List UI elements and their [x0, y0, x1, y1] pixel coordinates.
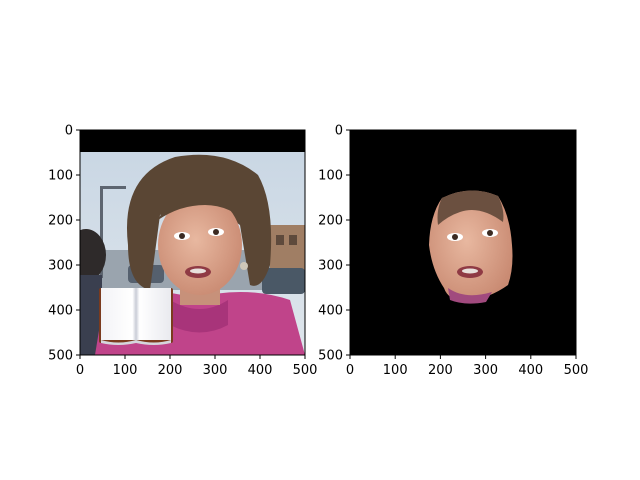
y-tick-label: 400 — [48, 304, 73, 319]
y-tick-label: 0 — [65, 124, 73, 139]
y-tick-label: 100 — [318, 169, 343, 184]
y-tick-label: 0 — [335, 124, 343, 139]
right-segmented-face — [350, 130, 576, 355]
x-tick-label: 500 — [564, 363, 589, 378]
y-tick-label: 200 — [48, 214, 73, 229]
x-tick-label: 300 — [473, 363, 498, 378]
x-tick-label: 400 — [518, 363, 543, 378]
x-tick-label: 0 — [346, 363, 354, 378]
y-tick-label: 300 — [318, 259, 343, 274]
x-tick-label: 300 — [203, 363, 228, 378]
left-axes-frame — [79, 129, 306, 356]
x-tick-label: 200 — [428, 363, 453, 378]
y-tick-label: 200 — [318, 214, 343, 229]
x-tick-label: 100 — [383, 363, 408, 378]
x-tick-label: 400 — [248, 363, 273, 378]
x-tick-label: 100 — [113, 363, 138, 378]
y-tick-label: 300 — [48, 259, 73, 274]
right-axes-frame — [349, 129, 577, 356]
x-tick-label: 500 — [293, 363, 318, 378]
book-icon — [99, 288, 173, 345]
x-tick-label: 200 — [158, 363, 183, 378]
y-tick-label: 500 — [48, 349, 73, 364]
y-tick-label: 400 — [318, 304, 343, 319]
x-tick-label: 0 — [76, 363, 84, 378]
left-photo — [80, 130, 305, 355]
y-tick-label: 100 — [48, 169, 73, 184]
y-tick-label: 500 — [318, 349, 343, 364]
